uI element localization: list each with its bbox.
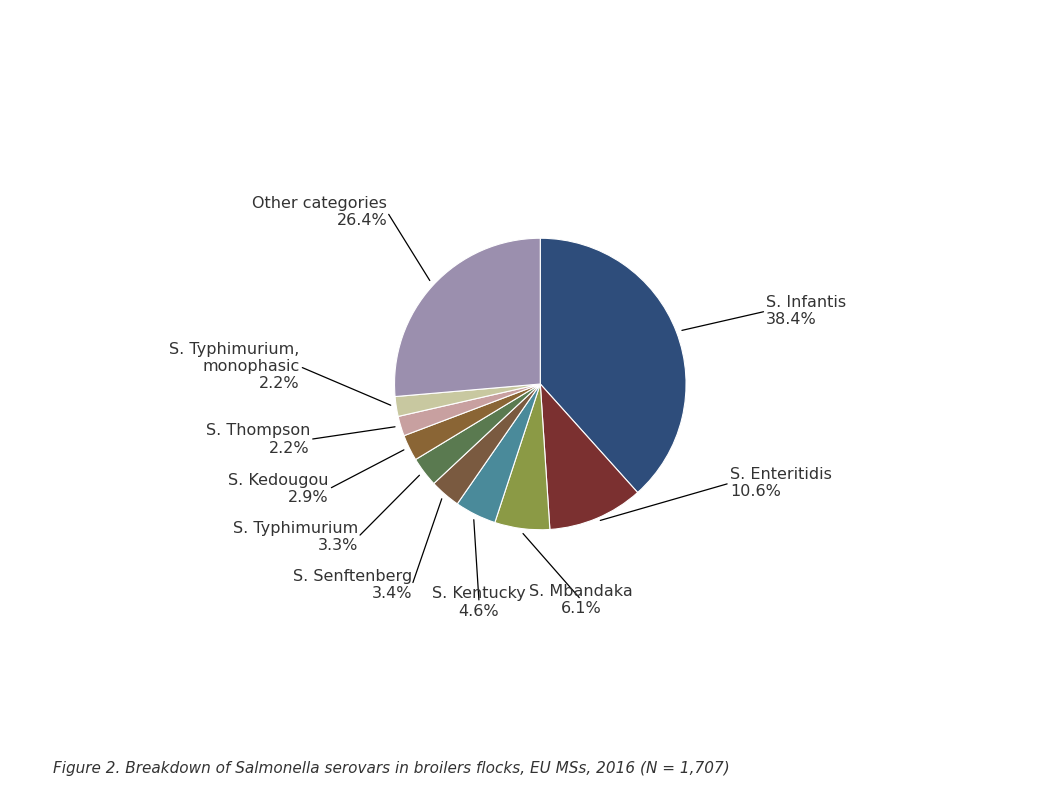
Text: S. Infantis
38.4%: S. Infantis 38.4% [766,295,846,327]
Wedge shape [434,384,541,504]
Text: S. Typhimurium
3.3%: S. Typhimurium 3.3% [233,521,358,554]
Wedge shape [395,238,541,397]
Wedge shape [404,384,541,459]
Text: S. Kedougou
2.9%: S. Kedougou 2.9% [229,473,329,505]
Text: S. Kentucky
4.6%: S. Kentucky 4.6% [432,586,526,619]
Text: Figure 2. Breakdown of Salmonella serovars in broilers flocks, EU MSs, 2016 (N =: Figure 2. Breakdown of Salmonella serova… [53,761,730,776]
Wedge shape [457,384,541,522]
Wedge shape [416,384,541,483]
Text: Other categories
26.4%: Other categories 26.4% [253,196,387,228]
Text: S. Typhimurium,
monophasic
2.2%: S. Typhimurium, monophasic 2.2% [169,342,299,391]
Text: S. Senftenberg
3.4%: S. Senftenberg 3.4% [293,569,412,602]
Wedge shape [541,384,638,530]
Text: S. Thompson
2.2%: S. Thompson 2.2% [205,423,310,455]
Wedge shape [541,238,686,493]
Wedge shape [395,384,541,417]
Text: S. Mbandaka
6.1%: S. Mbandaka 6.1% [529,583,633,616]
Wedge shape [495,384,550,530]
Text: S. Enteritidis
10.6%: S. Enteritidis 10.6% [730,467,832,499]
Wedge shape [398,384,541,436]
